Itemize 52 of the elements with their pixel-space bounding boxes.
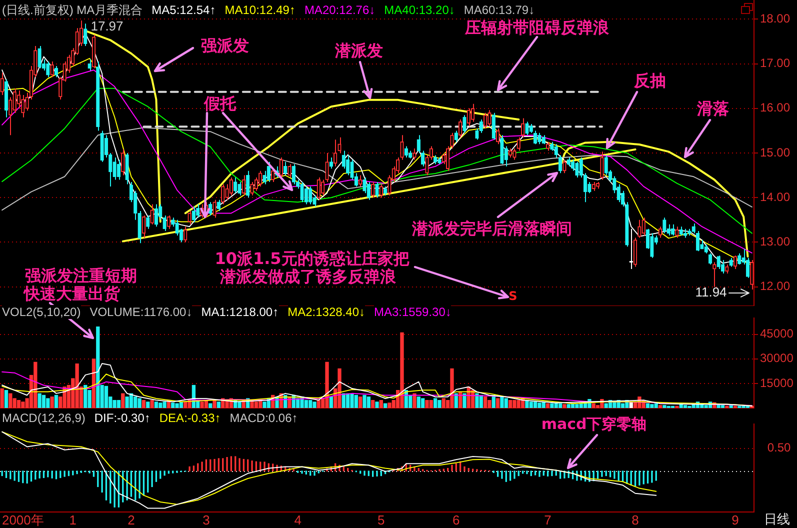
text: MA5:12.54↑ [152, 3, 216, 17]
text: MA2:1328.40↓ [288, 305, 365, 319]
annotation: 17.97 [90, 18, 124, 34]
text: DEA:-0.33↑ [159, 411, 221, 425]
chart-title: (日线.前复权) MA月季混合 [2, 3, 143, 17]
x-tick-label: 8 [632, 512, 639, 528]
text: MA60:13.79↓ [464, 3, 535, 17]
annotation: macd下穿零轴 [541, 414, 647, 433]
y-tick-label: 13.00 [760, 234, 790, 249]
y-tick-label: 30000 [760, 351, 794, 366]
x-tick-label: 6 [452, 512, 460, 528]
annotation: 快速大量出货 [23, 284, 121, 304]
annotation: 潜派发做成了诱多反弹浪 [219, 267, 397, 286]
text: DIF:-0.30↑ [94, 411, 150, 425]
text: MACD:0.06↑ [230, 411, 298, 425]
annotation: 11.94 [695, 284, 727, 300]
annotation: 潜派发完毕后滑落瞬间 [411, 219, 572, 238]
y-tick-label: 15000 [760, 376, 794, 390]
text: 日线 [764, 512, 790, 528]
y-tick-label: 15.00 [760, 145, 790, 160]
series-label: VOLUME:1176.00↓ [90, 305, 192, 319]
annotation: 强派发 [201, 36, 249, 56]
text: MA20:12.76↓ [304, 3, 376, 17]
annotation: 反抽 [633, 71, 666, 90]
x-tick-label: 1 [69, 512, 77, 528]
text: MA3:1559.30↓ [374, 305, 452, 319]
chart-title: VOL2(5,10,20) [2, 305, 81, 319]
y-tick-label: 45000 [760, 326, 794, 341]
x-tick-label: 7 [544, 512, 552, 528]
annotation: 10派1.5元的诱惑让庄家把 [214, 249, 410, 268]
x-tick-label: 9 [732, 512, 739, 528]
x-tick-label: 5 [378, 512, 385, 528]
annotation: S [508, 289, 518, 304]
annotation: 强派发注重短期 [25, 266, 137, 286]
text: 0.50 [767, 440, 791, 454]
text: MA1:1218.00↑ [201, 305, 279, 319]
text: MA10:12.49↑ [224, 3, 296, 17]
text: MA40:13.20↓ [384, 3, 455, 17]
annotation: 压辐射带阻碍反弹浪 [464, 18, 610, 38]
y-tick-label: 16.00 [760, 100, 790, 115]
chart-title: MACD(12,26,9) [2, 411, 86, 425]
annotation: 滑落 [696, 99, 729, 118]
annotation: 潜派发 [334, 41, 383, 60]
annotation: 假托 [203, 94, 237, 114]
x-tick-label: 4 [294, 512, 302, 528]
x-tick-label: 3 [202, 512, 210, 528]
x-tick-label: 2000年 [2, 512, 44, 528]
y-tick-label: 17.00 [760, 56, 790, 70]
x-tick-label: 2 [128, 512, 135, 528]
y-tick-label: 14.00 [760, 190, 790, 204]
y-tick-label: 12.00 [760, 279, 790, 294]
y-tick-label: 18.00 [760, 11, 790, 26]
